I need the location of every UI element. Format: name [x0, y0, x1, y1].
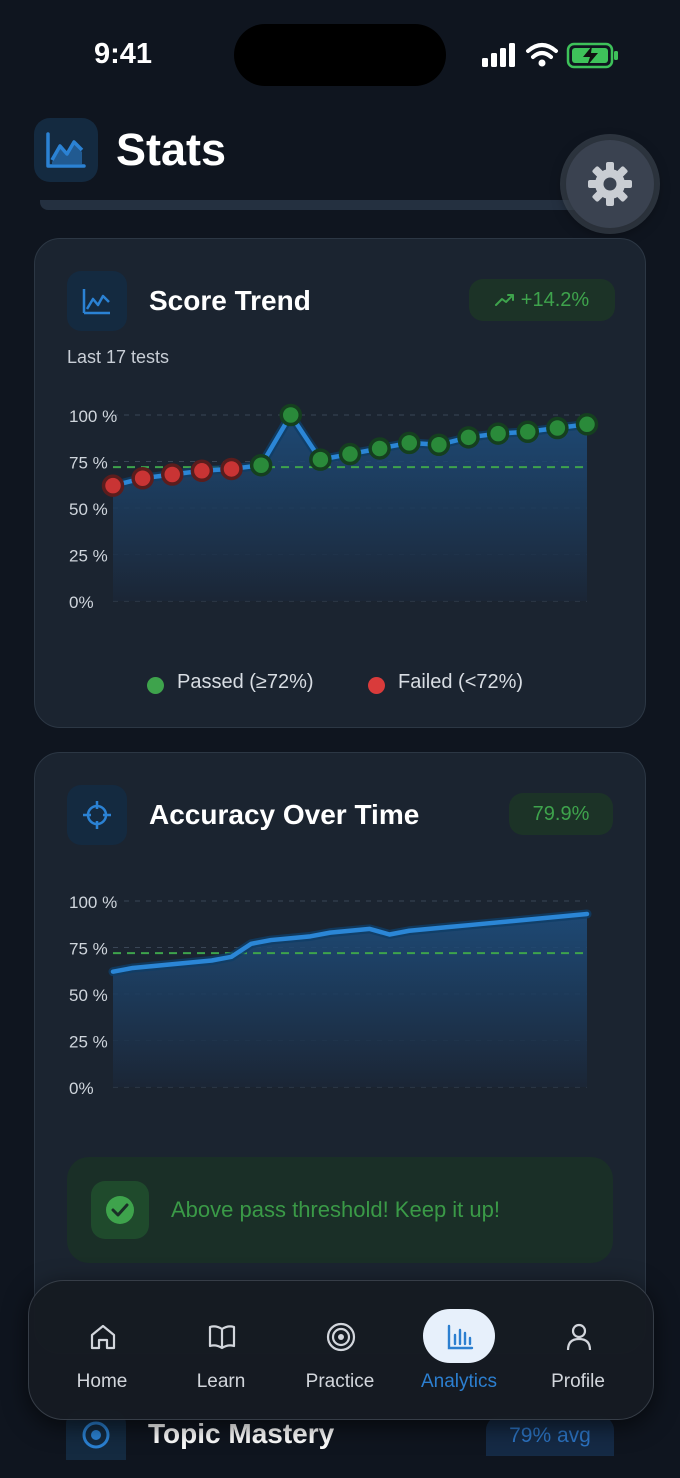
threshold-message: Above pass threshold! Keep it up!: [171, 1197, 500, 1222]
data-point-passed: [279, 403, 302, 427]
chart-line-icon: [67, 271, 127, 331]
score-change-badge: +14.2%: [469, 279, 615, 321]
bar-chart-icon: [447, 1324, 474, 1350]
accuracy-badge: 79.9%: [509, 793, 613, 835]
score-trend-legend: Passed (≥72%) Failed (<72%): [35, 671, 645, 701]
data-point-passed: [368, 437, 391, 460]
legend-passed-label: Passed (≥72%): [177, 671, 314, 693]
nav-analytics-label: Analytics: [420, 1371, 498, 1392]
header-divider: [40, 200, 600, 210]
y-tick-label: 100 %: [69, 893, 117, 912]
header-chart-icon: [34, 118, 98, 182]
y-tick-label: 0%: [69, 1079, 94, 1098]
series-line: [110, 911, 590, 974]
battery-charging-icon: [566, 42, 618, 69]
data-point-passed: [309, 448, 332, 471]
y-tick-label: 50 %: [69, 500, 108, 519]
data-point-passed: [575, 413, 599, 436]
nav-learn[interactable]: Learn: [166, 1299, 276, 1403]
data-point-failed: [190, 459, 214, 483]
data-point-passed: [338, 442, 362, 466]
nav-home[interactable]: Home: [47, 1299, 157, 1403]
y-tick-label: 75 %: [69, 940, 108, 959]
trending-up-icon: [494, 294, 514, 306]
score-trend-card: Score Trend +14.2% Last 17 tests 100 % 75…: [34, 238, 646, 728]
data-point-failed: [220, 457, 243, 481]
nav-home-label: Home: [76, 1371, 128, 1392]
data-point-passed: [427, 433, 451, 457]
accuracy-chart: 100 % 75 % 50 % 25 % 0%: [69, 893, 592, 1098]
nav-profile-label: Profile: [551, 1371, 605, 1392]
target-icon: [326, 1322, 356, 1352]
y-tick-label: 0%: [69, 593, 94, 612]
topic-mastery-badge: 79% avg: [486, 1416, 614, 1456]
wifi-icon: [526, 43, 558, 59]
data-point-passed: [546, 416, 569, 440]
settings-button[interactable]: [566, 140, 654, 228]
page-title: Stats: [116, 124, 227, 175]
nav-practice-label: Practice: [305, 1371, 375, 1392]
gear-icon: [588, 162, 632, 206]
data-point-passed: [516, 420, 539, 443]
data-point-failed: [131, 466, 154, 490]
legend-failed-dot: [368, 677, 385, 694]
crosshair-icon: [67, 785, 127, 845]
signal-icon: [482, 43, 515, 67]
data-point-failed: [101, 474, 125, 497]
nav-profile[interactable]: Profile: [523, 1299, 633, 1403]
home-icon: [90, 1324, 116, 1350]
status-bar: 9:41: [0, 0, 680, 100]
status-time: 9:41: [94, 38, 153, 70]
nav-practice[interactable]: Practice: [285, 1299, 395, 1403]
chart-area: [113, 415, 587, 601]
data-point-passed: [398, 431, 421, 455]
y-tick-label: 75 %: [69, 454, 108, 473]
legend-passed-dot: [147, 677, 164, 694]
y-tick-label: 25 %: [69, 1033, 108, 1052]
score-trend-subtitle: Last 17 tests: [67, 347, 170, 367]
score-change-value: +14.2%: [520, 289, 590, 311]
data-point-passed: [249, 453, 273, 477]
accuracy-title: Accuracy Over Time: [149, 799, 420, 830]
nav-learn-label: Learn: [196, 1371, 246, 1392]
topic-mastery-title: Topic Mastery: [148, 1418, 335, 1449]
score-trend-chart: 100 % 75 % 50 % 25 % 0%: [69, 403, 599, 612]
threshold-banner: Above pass threshold! Keep it up!: [67, 1157, 613, 1263]
data-point-passed: [457, 426, 480, 449]
user-icon: [566, 1323, 592, 1351]
check-circle-icon: [91, 1181, 149, 1239]
accuracy-card: Accuracy Over Time 79.9% 100 % 75 % 50 % 25…: [34, 752, 646, 1354]
y-tick-label: 100 %: [69, 407, 117, 426]
wifi-icon-dot: [538, 59, 546, 67]
data-point-failed: [161, 463, 184, 486]
nav-analytics[interactable]: Analytics: [404, 1299, 514, 1403]
y-tick-label: 50 %: [69, 986, 108, 1005]
score-trend-title: Score Trend: [149, 285, 311, 316]
status-icons: [482, 42, 618, 69]
dynamic-island: [234, 24, 446, 86]
y-tick-label: 25 %: [69, 547, 108, 566]
bottom-nav: Home Learn Practice Analytics Profile: [28, 1280, 654, 1420]
book-icon: [208, 1325, 236, 1350]
chart-area: [113, 914, 587, 1087]
legend-failed-label: Failed (<72%): [398, 671, 524, 693]
data-point-passed: [486, 422, 510, 445]
